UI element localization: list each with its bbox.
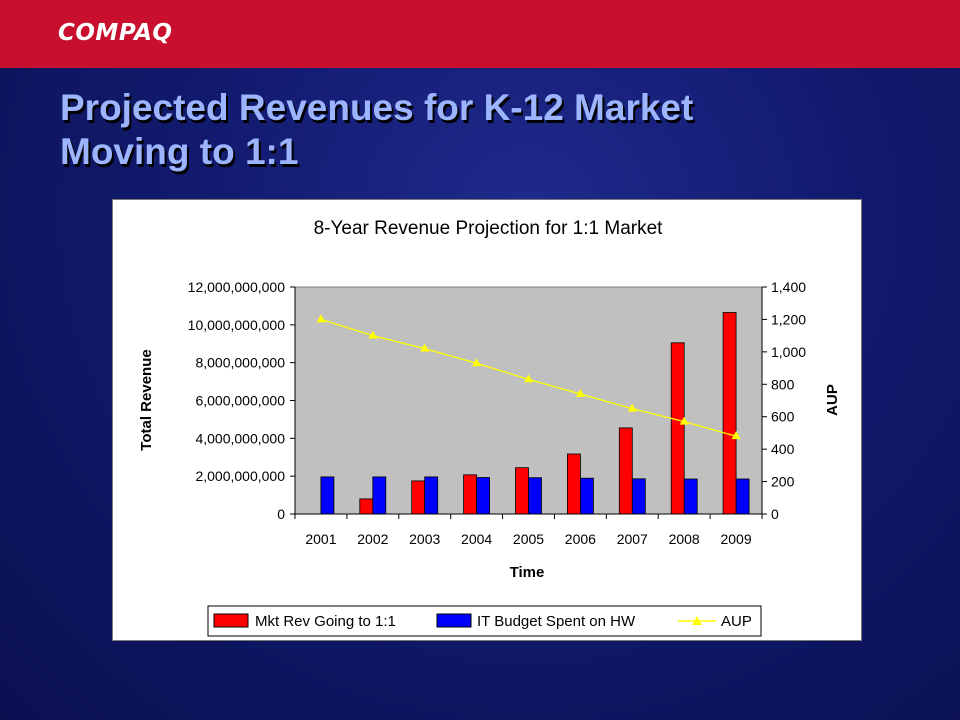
x-tick-label: 2008	[669, 531, 700, 547]
bar-it-budget-2009	[735, 478, 750, 515]
y-tick-label: 8,000,000,000	[195, 355, 285, 371]
x-tick-label: 2001	[305, 531, 336, 547]
y2-tick-label: 1,000	[771, 344, 806, 360]
aup-marker-2007	[627, 403, 637, 412]
legend-label-it-budget: IT Budget Spent on HW	[477, 613, 636, 630]
x-tick-label: 2003	[409, 531, 440, 547]
y2-tick-label: 0	[771, 506, 779, 522]
aup-marker-2006	[575, 389, 585, 398]
aup-marker-2001	[316, 314, 326, 323]
bar-it-budget-2004	[476, 477, 491, 515]
bar-it-budget-2006	[579, 477, 594, 515]
chart-title: 8-Year Revenue Projection for 1:1 Market	[314, 218, 664, 239]
slide-title-line-1: Projected Revenues for K-12 Market	[60, 87, 694, 128]
bar-mkt-rev-2003	[411, 480, 426, 515]
legend: Mkt Rev Going to 1:1 IT Budget Spent on …	[207, 605, 762, 637]
y2-axis-label: AUP	[824, 384, 841, 416]
bar-mkt-rev-2004	[463, 474, 478, 515]
x-tick-label: 2006	[565, 531, 596, 547]
slide-title-line-2: Moving to 1:1	[60, 131, 299, 172]
aup-marker-2008	[679, 416, 689, 425]
slide-title: Projected Revenues for K-12 Market Movin…	[60, 86, 693, 174]
bar-it-budget-2005	[528, 477, 542, 515]
legend-label-mkt-rev: Mkt Rev Going to 1:1	[255, 613, 396, 630]
x-tick-label: 2007	[617, 531, 648, 547]
aup-marker-2002	[368, 330, 378, 339]
y2-tick-label: 1,200	[771, 311, 806, 327]
bar-mkt-rev-2007	[618, 427, 633, 515]
y2-tick-label: 1,400	[771, 279, 806, 295]
x-tick-label: 2002	[357, 531, 388, 547]
x-tick-label: 2005	[513, 531, 544, 547]
legend-swatch-it-budget	[436, 613, 472, 628]
compaq-logo: COMPAQ	[58, 20, 173, 46]
bar-mkt-rev-2008	[670, 342, 685, 515]
y-tick-label: 12,000,000,000	[188, 279, 286, 295]
y-tick-label: 0	[277, 506, 285, 522]
y2-tick-label: 600	[771, 409, 795, 425]
y-axis-label: Total Revenue	[138, 349, 155, 450]
legend-label-aup: AUP	[721, 613, 752, 630]
chart-panel: 8-Year Revenue Projection for 1:1 Market…	[112, 199, 862, 641]
y-tick-label: 4,000,000,000	[195, 430, 285, 446]
bar-it-budget-2002	[372, 476, 387, 515]
bar-mkt-rev-2009	[722, 312, 737, 515]
bar-it-budget-2003	[424, 476, 439, 515]
header-bar: COMPAQ	[0, 0, 960, 68]
bar-mkt-rev-2005	[515, 467, 529, 515]
y-tick-label: 10,000,000,000	[188, 317, 286, 333]
y2-tick-label: 400	[771, 441, 795, 457]
y-tick-label: 6,000,000,000	[195, 393, 285, 409]
bar-it-budget-2007	[631, 478, 646, 515]
bar-mkt-rev-2006	[566, 453, 581, 515]
aup-marker-2009	[731, 431, 741, 440]
x-tick-label: 2004	[461, 531, 492, 547]
legend-box	[207, 605, 762, 637]
bar-it-budget-2001	[320, 476, 335, 515]
legend-marker-aup	[692, 616, 702, 625]
x-axis-label: Time	[510, 564, 545, 581]
bar-it-budget-2008	[683, 478, 698, 515]
legend-swatch-mkt-rev	[213, 613, 249, 628]
aup-marker-2003	[420, 343, 430, 352]
bar-mkt-rev-2002	[359, 498, 374, 515]
x-tick-label: 2009	[720, 531, 751, 547]
y2-tick-label: 800	[771, 376, 795, 392]
y2-tick-label: 200	[771, 474, 795, 490]
revenue-chart: 8-Year Revenue Projection for 1:1 Market…	[138, 218, 841, 637]
aup-marker-2004	[472, 358, 482, 367]
aup-marker-2005	[524, 374, 533, 383]
y-tick-label: 2,000,000,000	[195, 468, 285, 484]
